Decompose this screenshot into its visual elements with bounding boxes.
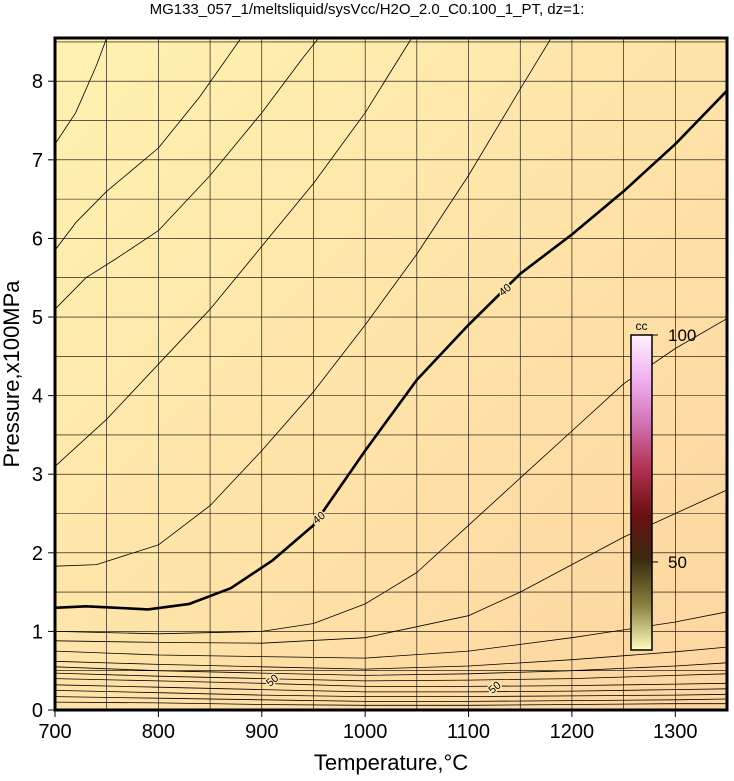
axes: 700 800 900 1000 1100 1200 1300 0 1 2 3 4 5 6 7 8: [32, 71, 698, 743]
contour-line: [55, 646, 727, 670]
colorbar-scale: [630, 334, 653, 651]
colorbar-tick-label: 50: [668, 553, 687, 572]
contour-line: [55, 690, 727, 697]
contour-line: [55, 611, 727, 659]
contour-line: [55, 38, 413, 467]
contour-line: [55, 678, 727, 687]
plot-background: [55, 38, 727, 710]
colorbar-title: cc: [636, 319, 648, 333]
x-axis-label: Temperature,°C: [314, 750, 468, 775]
y-tick-label: 6: [32, 228, 43, 250]
x-tick-label: 1100: [447, 721, 490, 743]
frame: [53, 36, 729, 712]
contour-line: [55, 89, 727, 611]
contour-line: [55, 38, 242, 251]
contour-line: [55, 696, 727, 702]
y-tick-label: 5: [32, 307, 43, 329]
chart-title: MG133_057_1/meltsliquid/sysVcc/H2O_2.0_C…: [150, 1, 585, 18]
y-tick-label: 8: [32, 71, 43, 93]
contour-line: [55, 38, 552, 567]
x-tick-label: 700: [38, 721, 71, 743]
contour-line: [55, 38, 108, 145]
x-tick-label: 800: [142, 721, 175, 743]
contour-line: [55, 684, 727, 693]
colorbar: cc 50 100: [630, 319, 696, 651]
grid: [55, 38, 727, 710]
x-tick-label: 900: [245, 721, 278, 743]
y-tick-label: 2: [32, 543, 43, 565]
x-tick-label: 1000: [343, 721, 388, 743]
x-tick-label: 1200: [550, 721, 595, 743]
y-tick-label: 4: [32, 386, 43, 408]
y-axis-label: Pressure,x100MPa: [0, 280, 24, 468]
colorbar-tick-label: 100: [668, 326, 696, 345]
y-tick-label: 3: [32, 464, 43, 486]
contour-line: [55, 38, 319, 310]
contour-line: [55, 662, 727, 676]
y-tick-label: 1: [32, 621, 43, 643]
contour-line: [55, 701, 727, 706]
contour-line: [55, 672, 727, 682]
x-tick-label: 1300: [653, 721, 698, 743]
y-tick-label: 7: [32, 150, 43, 172]
y-tick-label: 0: [32, 700, 43, 722]
